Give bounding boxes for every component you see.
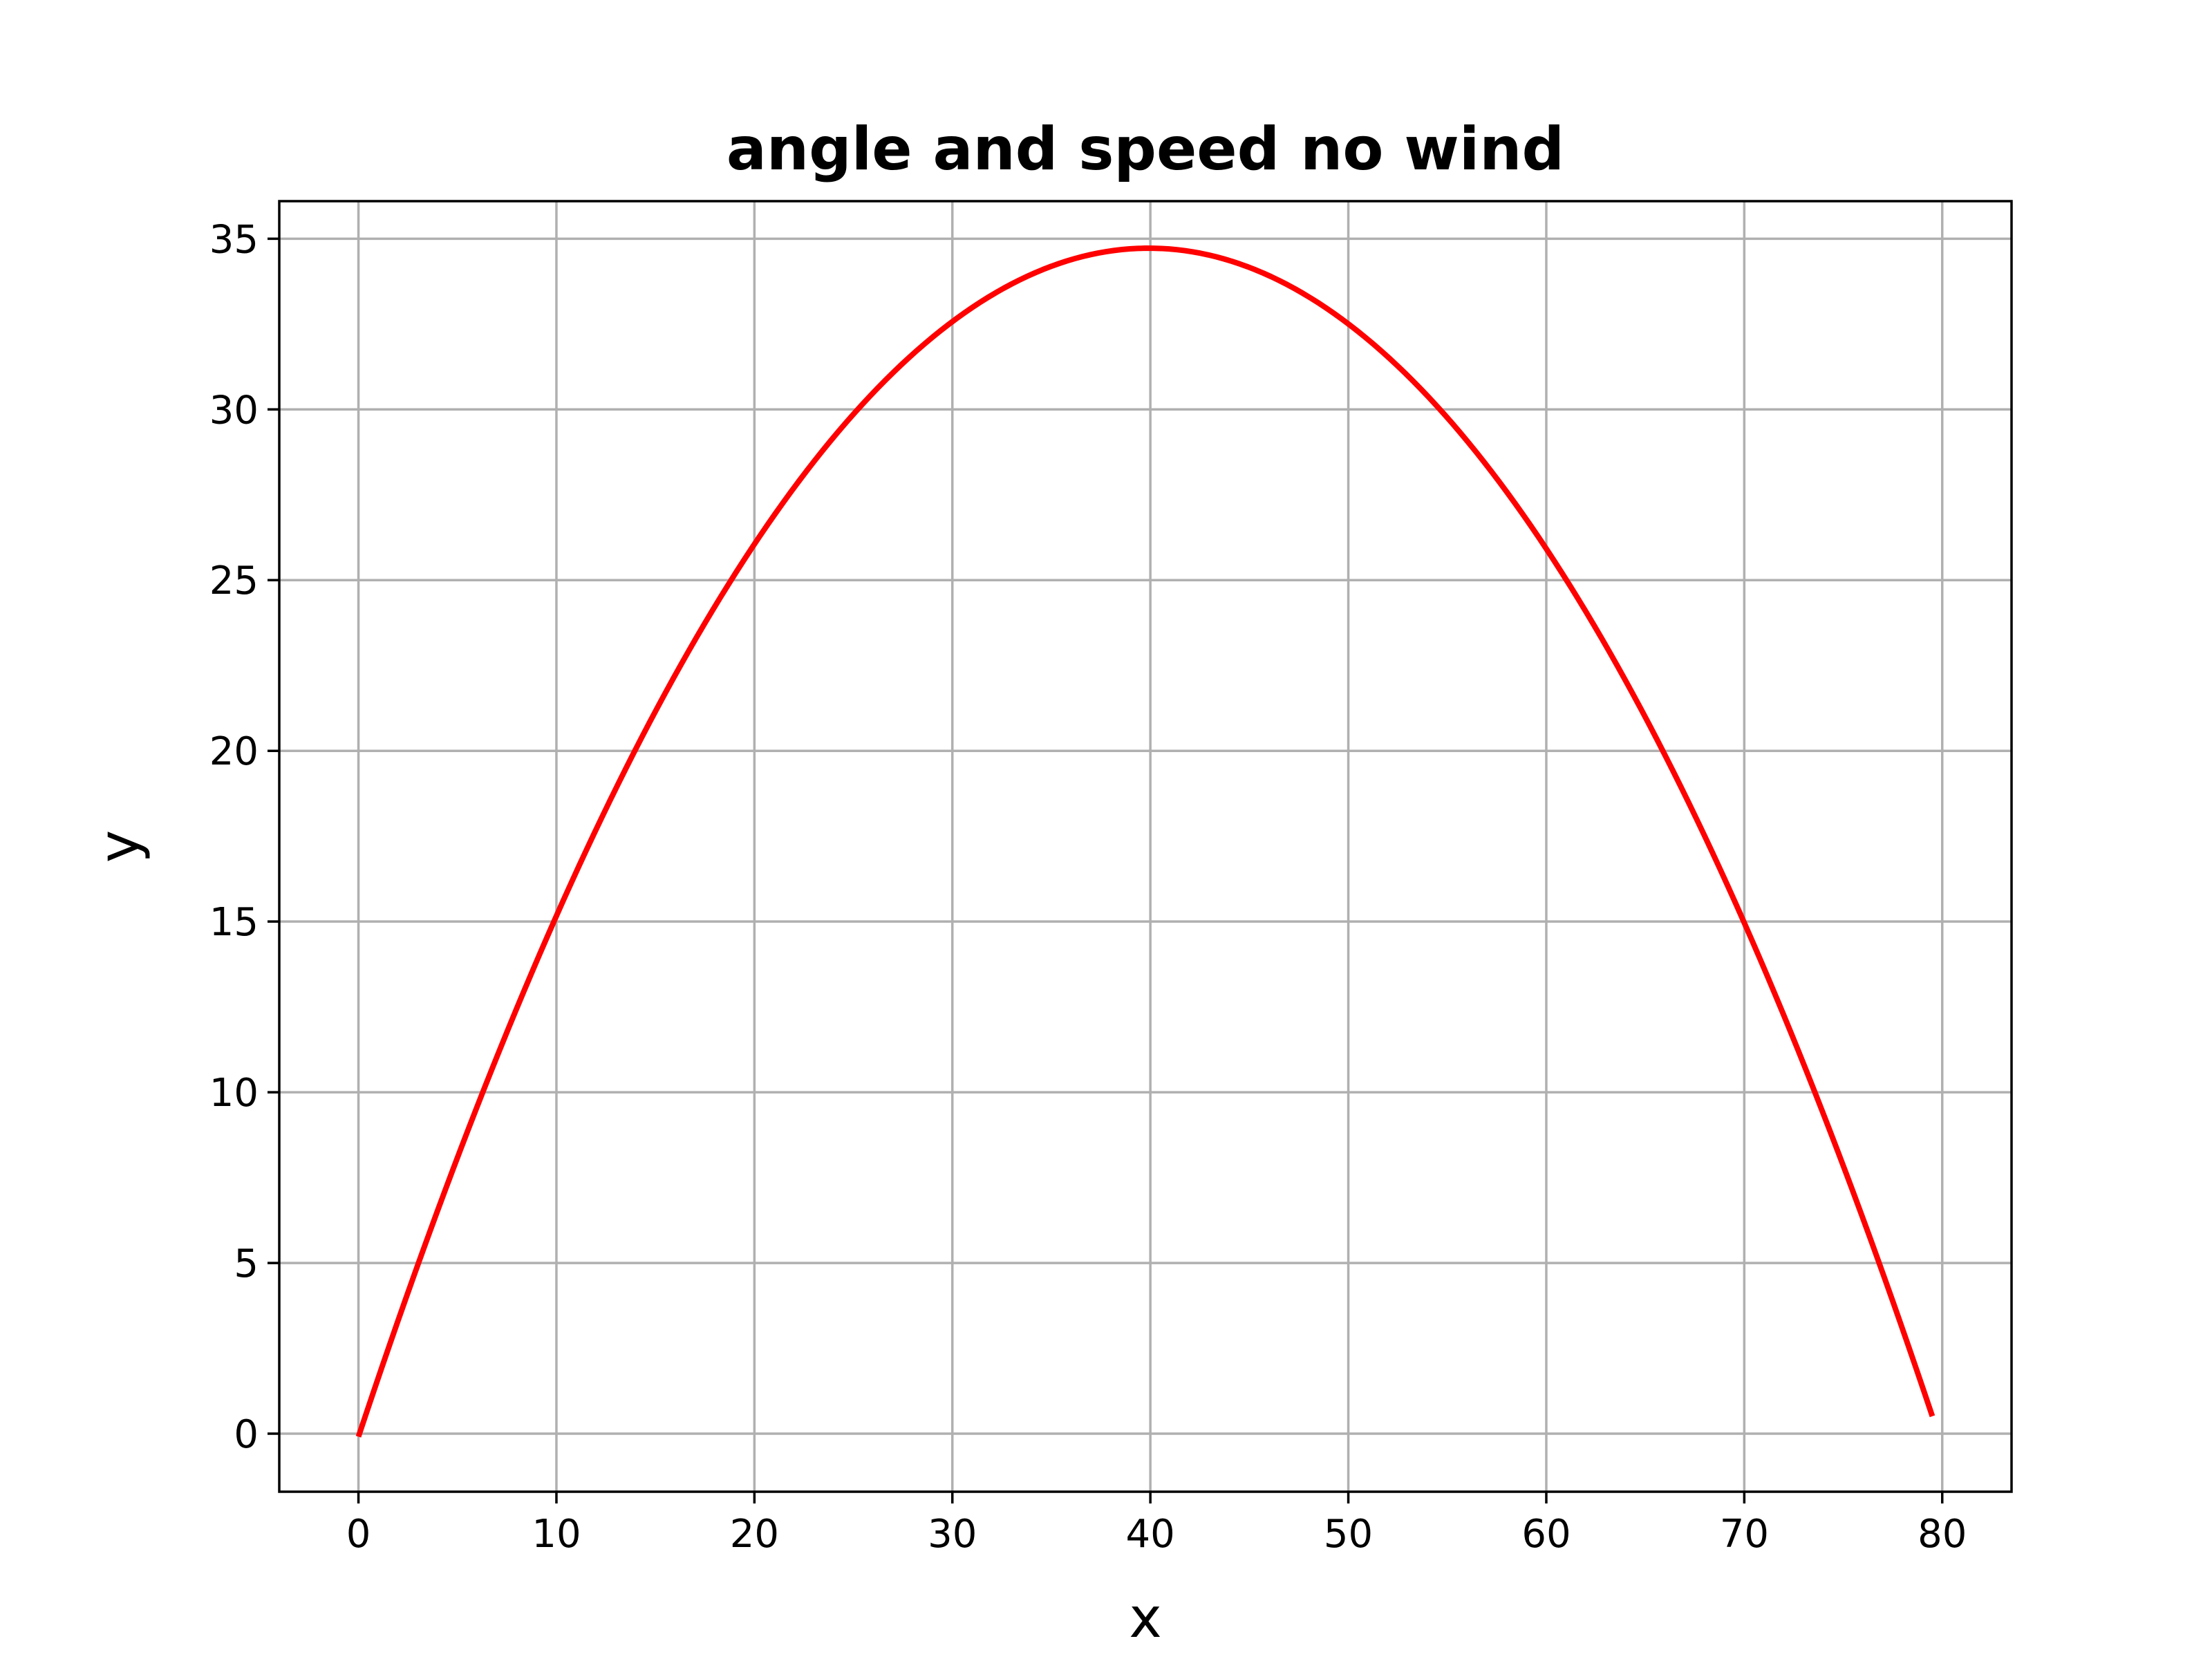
y-tick-label: 0 [234, 1412, 259, 1457]
trajectory-line [355, 245, 1936, 1438]
y-tick-label: 25 [209, 559, 259, 603]
y-tick-label: 35 [209, 217, 259, 262]
x-tick-label: 80 [1918, 1512, 1967, 1557]
grid-layer [279, 201, 2012, 1492]
x-tick-label: 10 [532, 1512, 581, 1557]
x-axis-title: x [1129, 1586, 1161, 1650]
x-tick-label: 30 [928, 1512, 977, 1557]
x-tick-label: 0 [346, 1512, 371, 1557]
x-tick-label: 70 [1720, 1512, 1769, 1557]
chart-title: angle and speed no wind [727, 115, 1564, 184]
plot-area-frame [278, 200, 2013, 1493]
y-tick-label: 20 [209, 729, 259, 774]
x-tick-label: 20 [730, 1512, 779, 1557]
x-tick-label: 40 [1126, 1512, 1175, 1557]
y-axis-title: y [87, 830, 151, 863]
x-tick-label: 60 [1521, 1512, 1571, 1557]
x-tick-label: 50 [1324, 1512, 1373, 1557]
series-layer [355, 245, 1936, 1438]
tick-layer: 0 10 20 30 40 50 60 70 80 0 5 10 15 20 25 30 35 [209, 217, 1967, 1557]
y-tick-label: 30 [209, 388, 259, 433]
y-tick-label: 5 [234, 1241, 259, 1286]
y-tick-label: 15 [209, 900, 259, 945]
y-tick-label: 10 [209, 1071, 259, 1116]
